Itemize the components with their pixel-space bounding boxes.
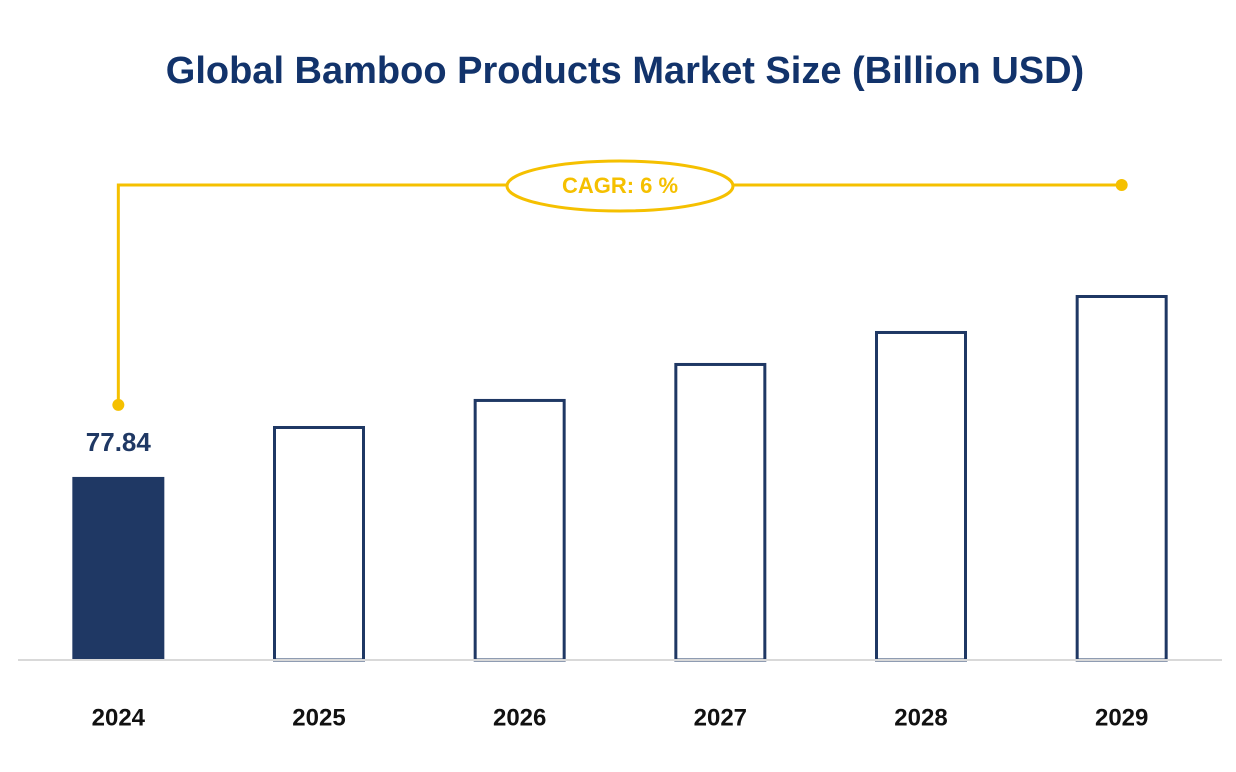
- x-tick-label: 2024: [92, 704, 146, 731]
- bar: [674, 362, 767, 662]
- x-tick-label: 2028: [894, 704, 947, 731]
- x-tick-label: 2029: [1095, 704, 1148, 731]
- bar: [273, 425, 365, 662]
- bar: [1075, 295, 1168, 662]
- cagr-ellipse: [505, 159, 735, 213]
- x-tick-label: 2027: [694, 704, 747, 731]
- cagr-label: CAGR: 6 %: [562, 173, 678, 198]
- bar: [473, 398, 566, 662]
- cagr-dot: [112, 398, 125, 411]
- x-tick-label: 2026: [493, 704, 546, 731]
- x-tick-label: 2025: [292, 704, 345, 731]
- cagr-line: [116, 183, 1122, 405]
- cagr-dot: [1115, 179, 1128, 191]
- value-label: 77.84: [86, 427, 152, 457]
- bar: [875, 330, 967, 662]
- bar: [72, 476, 165, 660]
- chart-title: Global Bamboo Products Market Size (Bill…: [166, 50, 1084, 92]
